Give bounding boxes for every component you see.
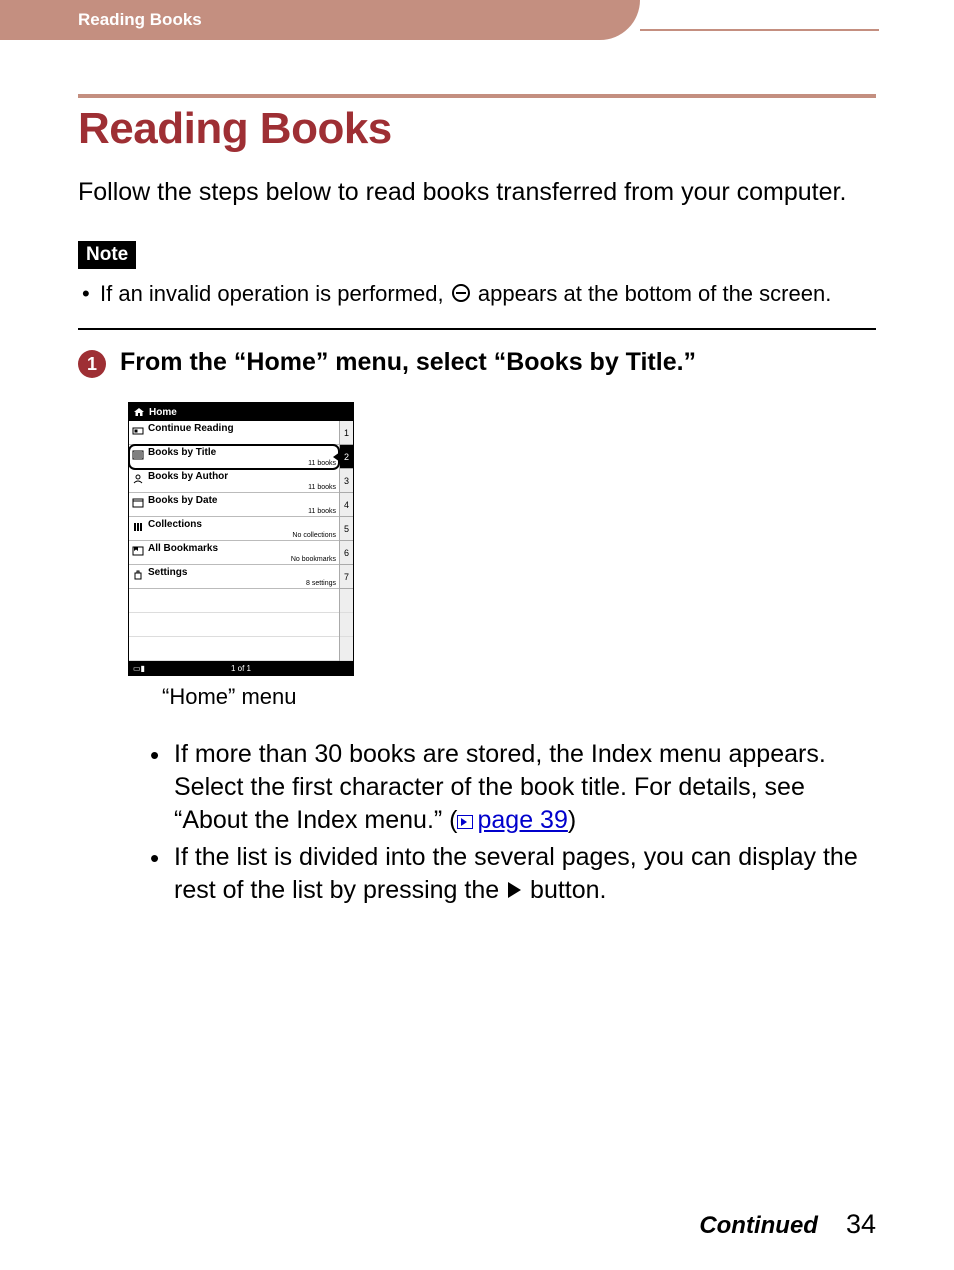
prohibit-icon	[452, 284, 470, 302]
device-header-label: Home	[149, 407, 177, 418]
note-text-before: If an invalid operation is performed,	[100, 281, 450, 306]
step-number-badge: 1	[78, 350, 106, 378]
row-index: 7	[340, 565, 353, 589]
row-index: 3	[340, 469, 353, 493]
device-row: Continue Reading	[129, 421, 339, 445]
row-label: Books by Date	[148, 495, 217, 506]
device-empty-row	[129, 637, 339, 661]
continued-label: Continued	[699, 1212, 818, 1240]
header-bar: Reading Books	[0, 0, 640, 40]
body-list: If more than 30 books are stored, the In…	[150, 738, 876, 907]
row-label: All Bookmarks	[148, 543, 218, 554]
row-label: Continue Reading	[148, 423, 234, 434]
note-item: If an invalid operation is performed, ap…	[82, 279, 876, 309]
divider	[78, 328, 876, 330]
bullet-2-text-b: button.	[523, 876, 606, 904]
bullet-2: If the list is divided into the several …	[150, 841, 876, 907]
page-39-link[interactable]: page 39	[477, 806, 567, 834]
row-index: 5	[340, 517, 353, 541]
row-index: 6	[340, 541, 353, 565]
device-footer: ▭▮ 1 of 1	[129, 661, 353, 675]
row-icon	[132, 423, 144, 441]
device-empty-row	[129, 613, 339, 637]
row-icon	[132, 495, 144, 513]
device-row: Books by Date 11 books	[129, 493, 339, 517]
device-header: Home	[129, 403, 353, 421]
row-icon	[132, 567, 144, 585]
note-text-after: appears at the bottom of the screen.	[472, 281, 832, 306]
header-rule	[640, 29, 879, 31]
row-label: Collections	[148, 519, 202, 530]
battery-icon: ▭▮	[133, 664, 145, 673]
intro-text: Follow the steps below to read books tra…	[78, 176, 876, 209]
row-index: 1	[340, 421, 353, 445]
row-index-empty	[340, 589, 353, 613]
device-footer-text: 1 of 1	[231, 664, 251, 673]
row-icon	[132, 519, 144, 537]
row-label: Settings	[148, 567, 187, 578]
row-label: Books by Title	[148, 447, 216, 458]
row-index: 2	[340, 445, 353, 469]
breadcrumb: Reading Books	[0, 0, 640, 30]
row-count: No collections	[292, 532, 336, 539]
row-icon	[132, 447, 144, 465]
bullet-1: If more than 30 books are stored, the In…	[150, 738, 876, 837]
row-count: 11 books	[308, 508, 336, 515]
page-title: Reading Books	[78, 104, 876, 154]
row-index-empty	[340, 637, 353, 661]
right-arrow-icon	[508, 882, 521, 898]
page-footer: Continued 34	[699, 1209, 876, 1240]
row-count: 8 settings	[306, 580, 336, 587]
row-index: 4	[340, 493, 353, 517]
row-count: 11 books	[308, 460, 336, 467]
screenshot-caption: “Home” menu	[162, 684, 876, 710]
device-row: Books by Title 11 books	[129, 445, 339, 469]
row-count: No bookmarks	[291, 556, 336, 563]
device-row: Settings 8 settings	[129, 565, 339, 589]
step-1: 1 From the “Home” menu, select “Books by…	[78, 348, 876, 378]
row-count: 11 books	[308, 484, 336, 491]
device-row: Collections No collections	[129, 517, 339, 541]
note-badge: Note	[78, 241, 136, 269]
device-screenshot: Home Continue Reading Books by Title 11 bo…	[128, 402, 354, 676]
note-list: If an invalid operation is performed, ap…	[78, 279, 876, 309]
device-empty-row	[129, 589, 339, 613]
page-ref-icon	[457, 815, 473, 829]
step-title: From the “Home” menu, select “Books by T…	[120, 348, 696, 377]
title-rule	[78, 94, 876, 98]
bullet-1-text-c: )	[568, 806, 576, 834]
row-icon	[132, 471, 144, 489]
home-icon	[133, 407, 145, 417]
row-icon	[132, 543, 144, 561]
device-row: All Bookmarks No bookmarks	[129, 541, 339, 565]
page-number: 34	[846, 1209, 876, 1240]
row-label: Books by Author	[148, 471, 228, 482]
device-row: Books by Author 11 books	[129, 469, 339, 493]
row-index-empty	[340, 613, 353, 637]
